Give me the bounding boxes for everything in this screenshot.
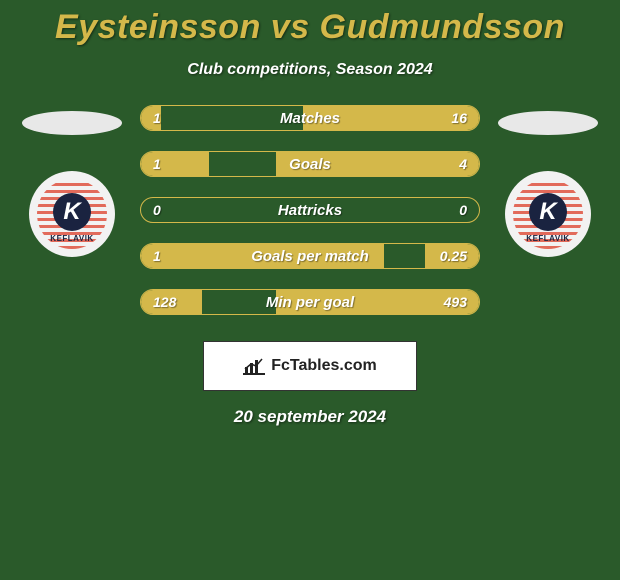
stat-bar: 0Hattricks0 — [140, 197, 480, 223]
stat-value-right: 0.25 — [440, 248, 467, 264]
stat-value-right: 4 — [459, 156, 467, 172]
stat-label: Min per goal — [141, 294, 479, 311]
player-right-column: K KEFLAVIK — [498, 105, 598, 257]
stat-label: Goals per match — [141, 248, 479, 265]
subtitle: Club competitions, Season 2024 — [0, 61, 620, 79]
date-line: 20 september 2024 — [0, 407, 620, 427]
stat-value-right: 0 — [459, 202, 467, 218]
club-left-initial: K — [53, 193, 91, 231]
player-left-photo — [22, 111, 122, 135]
stat-label: Goals — [141, 156, 479, 173]
stat-bar: 1Matches16 — [140, 105, 480, 131]
chart-icon — [243, 357, 265, 375]
comparison-card: Eysteinsson vs Gudmundsson Club competit… — [0, 0, 620, 427]
player-right-photo — [498, 111, 598, 135]
stat-label: Hattricks — [141, 202, 479, 219]
stat-value-right: 493 — [444, 294, 467, 310]
stat-bar: 128Min per goal493 — [140, 289, 480, 315]
club-badge-left: K KEFLAVIK — [29, 171, 115, 257]
club-right-initial: K — [529, 193, 567, 231]
branding-box: FcTables.com — [203, 341, 417, 391]
branding-text: FcTables.com — [271, 357, 377, 375]
stat-bar: 1Goals4 — [140, 151, 480, 177]
stat-value-right: 16 — [451, 110, 467, 126]
stats-column: 1Matches16 1Goals4 0Hattricks0 1Goals per m… — [140, 105, 480, 315]
main-row: K KEFLAVIK 1Matches161Goals40Hattricks01… — [0, 105, 620, 315]
stat-bar: 1Goals per match0.25 — [140, 243, 480, 269]
club-badge-left-inner: K KEFLAVIK — [37, 179, 107, 249]
club-right-name: KEFLAVIK — [526, 234, 569, 243]
stat-label: Matches — [141, 110, 479, 127]
club-badge-right-inner: K KEFLAVIK — [513, 179, 583, 249]
page-title: Eysteinsson vs Gudmundsson — [0, 8, 620, 47]
club-badge-right: K KEFLAVIK — [505, 171, 591, 257]
club-left-name: KEFLAVIK — [50, 234, 93, 243]
player-left-column: K KEFLAVIK — [22, 105, 122, 257]
